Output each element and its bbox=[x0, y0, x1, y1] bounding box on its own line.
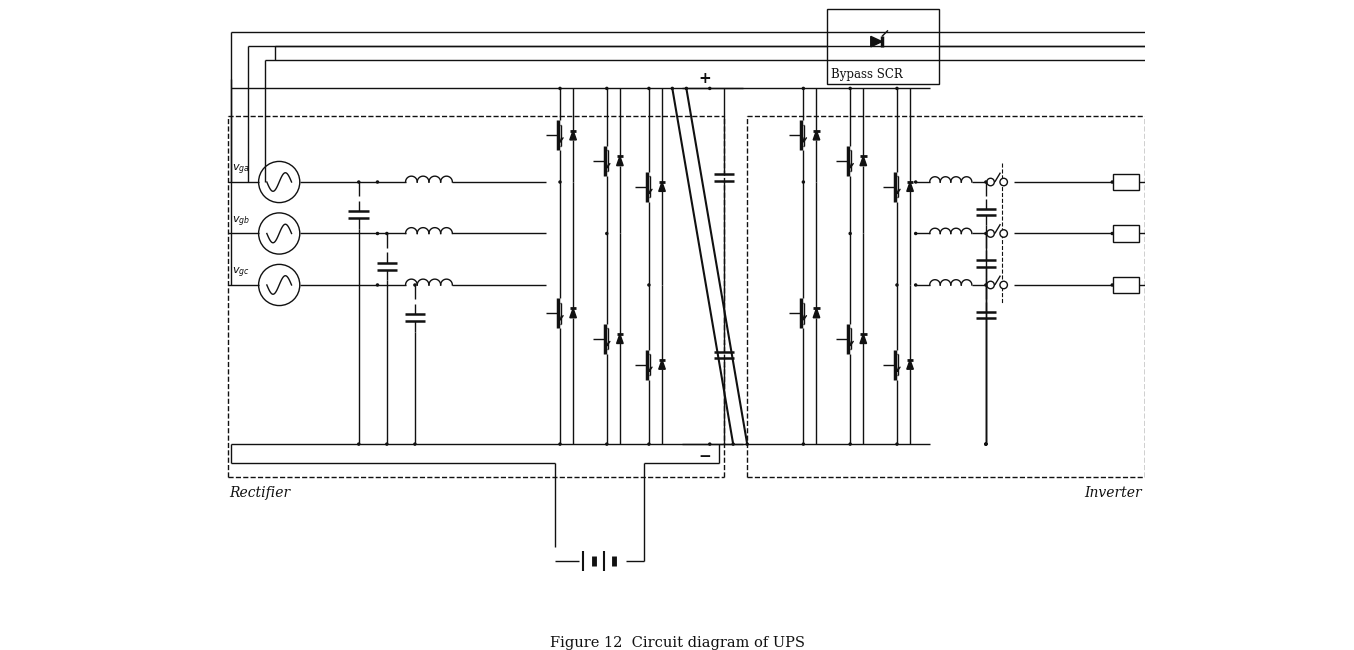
Polygon shape bbox=[814, 131, 819, 140]
Circle shape bbox=[984, 284, 987, 286]
Circle shape bbox=[1154, 284, 1155, 286]
Polygon shape bbox=[570, 131, 577, 140]
Polygon shape bbox=[616, 156, 623, 166]
Circle shape bbox=[559, 87, 561, 90]
Text: $v_{gb}$: $v_{gb}$ bbox=[233, 214, 250, 229]
Circle shape bbox=[896, 443, 898, 445]
Circle shape bbox=[376, 181, 379, 183]
Circle shape bbox=[984, 233, 987, 235]
Circle shape bbox=[414, 443, 416, 445]
Text: Figure 12  Circuit diagram of UPS: Figure 12 Circuit diagram of UPS bbox=[550, 636, 804, 650]
Circle shape bbox=[803, 181, 804, 183]
Circle shape bbox=[984, 443, 987, 445]
Circle shape bbox=[376, 284, 379, 286]
Circle shape bbox=[708, 87, 711, 90]
Circle shape bbox=[849, 443, 852, 445]
Circle shape bbox=[605, 87, 608, 90]
Circle shape bbox=[803, 87, 804, 90]
Circle shape bbox=[999, 178, 1007, 186]
Circle shape bbox=[1112, 181, 1113, 183]
Circle shape bbox=[357, 181, 360, 183]
Bar bbox=[1113, 276, 1140, 293]
Circle shape bbox=[999, 281, 1007, 289]
Circle shape bbox=[386, 443, 387, 445]
Circle shape bbox=[987, 281, 994, 289]
Polygon shape bbox=[907, 360, 914, 369]
Circle shape bbox=[984, 181, 987, 183]
Circle shape bbox=[984, 443, 987, 445]
Text: +: + bbox=[699, 71, 711, 86]
Circle shape bbox=[649, 443, 650, 445]
Circle shape bbox=[803, 443, 804, 445]
Circle shape bbox=[1154, 233, 1155, 235]
Circle shape bbox=[708, 443, 711, 445]
Circle shape bbox=[733, 443, 734, 445]
Circle shape bbox=[1154, 181, 1155, 183]
Text: Bypass SCR: Bypass SCR bbox=[831, 68, 903, 81]
Circle shape bbox=[849, 87, 852, 90]
Text: Inverter: Inverter bbox=[1085, 486, 1143, 500]
Circle shape bbox=[649, 284, 650, 286]
Polygon shape bbox=[659, 182, 665, 191]
Bar bbox=[1113, 174, 1140, 190]
Text: $v_{gc}$: $v_{gc}$ bbox=[233, 266, 250, 280]
Circle shape bbox=[386, 233, 387, 235]
Circle shape bbox=[896, 284, 898, 286]
Circle shape bbox=[987, 178, 994, 186]
Circle shape bbox=[559, 181, 561, 183]
Bar bbox=[1113, 225, 1140, 242]
Polygon shape bbox=[871, 36, 881, 47]
Circle shape bbox=[605, 233, 608, 235]
Circle shape bbox=[376, 233, 379, 235]
Circle shape bbox=[685, 87, 688, 90]
Circle shape bbox=[984, 443, 987, 445]
Polygon shape bbox=[814, 308, 819, 318]
Circle shape bbox=[605, 443, 608, 445]
Circle shape bbox=[1112, 284, 1113, 286]
Circle shape bbox=[414, 284, 416, 286]
Circle shape bbox=[1112, 233, 1113, 235]
Circle shape bbox=[915, 181, 917, 183]
Polygon shape bbox=[860, 156, 867, 166]
Polygon shape bbox=[860, 334, 867, 343]
Text: $v_{ga}$: $v_{ga}$ bbox=[233, 163, 250, 177]
Text: −: − bbox=[699, 448, 711, 464]
Circle shape bbox=[357, 443, 360, 445]
Circle shape bbox=[672, 87, 673, 90]
Circle shape bbox=[849, 233, 852, 235]
Polygon shape bbox=[659, 360, 665, 369]
Polygon shape bbox=[907, 182, 914, 191]
Circle shape bbox=[896, 87, 898, 90]
Circle shape bbox=[559, 443, 561, 445]
Circle shape bbox=[915, 284, 917, 286]
Text: Rectifier: Rectifier bbox=[230, 486, 291, 500]
Circle shape bbox=[649, 87, 650, 90]
Circle shape bbox=[987, 229, 994, 237]
Polygon shape bbox=[616, 334, 623, 343]
Circle shape bbox=[746, 443, 749, 445]
Polygon shape bbox=[570, 308, 577, 318]
Bar bbox=[827, 9, 940, 84]
Circle shape bbox=[915, 233, 917, 235]
Circle shape bbox=[999, 229, 1007, 237]
